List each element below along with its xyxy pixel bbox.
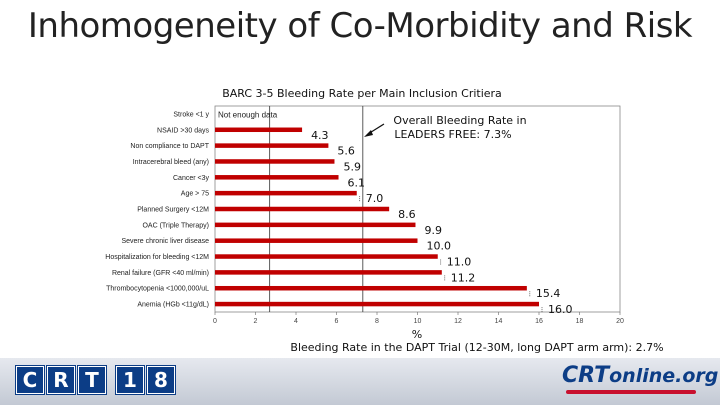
category-label: Stroke <1 y — [173, 111, 209, 118]
x-tick-label: 20 — [616, 318, 624, 325]
overall-bleeding-annotation-line2: LEADERS FREE: 7.3% — [394, 128, 511, 141]
bar — [215, 190, 357, 196]
x-tick-label: 16 — [535, 318, 543, 325]
x-tick-label: 12 — [454, 318, 462, 325]
bar — [215, 301, 539, 307]
crt-logo-digit-8: 8 — [147, 366, 175, 394]
x-tick-label: 8 — [375, 318, 379, 325]
value-label: 16.0 — [548, 303, 573, 316]
not-enough-data-label: Not enough data — [218, 110, 278, 119]
bar — [215, 127, 303, 133]
crt-logo-letter-c: C — [16, 366, 44, 394]
value-label: 5.6 — [337, 145, 355, 158]
value-label: 7.0 — [366, 192, 384, 205]
category-label: OAC (Triple Therapy) — [142, 222, 209, 229]
value-label: 10.0 — [427, 240, 452, 253]
value-label: 11.2 — [451, 271, 476, 284]
slide-title: Inhomogeneity of Co-Morbidity and Risk — [27, 6, 693, 46]
value-label: 11.0 — [447, 256, 472, 269]
bar — [215, 175, 339, 180]
x-tick-label: 18 — [576, 318, 584, 325]
chart-subtitle: BARC 3-5 Bleeding Rate per Main Inclusio… — [222, 87, 502, 100]
category-label: Planned Surgery <12M — [137, 207, 209, 214]
bar — [215, 254, 438, 259]
value-label: 5.9 — [343, 160, 361, 173]
bar — [215, 238, 418, 243]
x-tick-label: 6 — [335, 318, 339, 325]
plot-area: 0 2 4 6 8 10 12 14 16 18 20 Stroke <1 y NSAID >30 da… — [105, 105, 624, 325]
value-label: 9.9 — [424, 224, 442, 237]
x-tick-label: 0 — [213, 318, 217, 325]
dapt-trial-annotation: Bleeding Rate in the DAPT Trial (12-30M,… — [290, 341, 663, 354]
crtonline-logo: CRTonline.org — [562, 363, 718, 388]
value-label: 6.1 — [348, 176, 366, 189]
category-label: Intracerebral bleed (any) — [133, 159, 209, 166]
crt-logo-digit-1: 1 — [116, 366, 144, 394]
x-tick-label: 2 — [254, 318, 258, 325]
category-label: Non compliance to DAPT — [130, 143, 209, 150]
annotation-arrow-head — [364, 130, 373, 137]
overall-bleeding-annotation-line1: Overall Bleeding Rate in — [393, 114, 526, 127]
category-label: Cancer <3y — [173, 175, 209, 182]
crt18-logo: C R T 1 8 — [16, 366, 175, 394]
category-label: NSAID >30 days — [157, 127, 209, 134]
category-label: Anemia (HGb <11g/dL) — [137, 302, 209, 309]
bar — [215, 285, 527, 291]
x-axis-label: % — [412, 328, 422, 341]
category-label: Severe chronic liver disease — [121, 238, 209, 245]
bar-chart: BARC 3-5 Bleeding Rate per Main Inclusio… — [105, 87, 663, 354]
bar — [215, 159, 335, 164]
category-label: Hospitalization for bleeding <12M — [105, 254, 209, 261]
bar — [215, 206, 390, 212]
crt-logo-letter-r: R — [47, 366, 75, 394]
category-label: Thrombocytopenia <1000,000/uL — [106, 286, 209, 293]
bar — [215, 222, 416, 228]
category-label: Renal failure (GFR <40 ml/min) — [112, 270, 209, 277]
crt-logo-letter-t: T — [78, 366, 106, 394]
bar — [215, 143, 329, 148]
x-tick-label: 14 — [495, 318, 503, 325]
crtonline-swoosh — [566, 390, 696, 394]
value-label: 15.4 — [536, 287, 561, 300]
category-label: Age > 75 — [181, 191, 209, 198]
x-tick-label: 4 — [294, 318, 298, 325]
crtonline-logo-main: CRT — [562, 363, 610, 388]
value-label: 4.3 — [311, 129, 329, 142]
value-label: 8.6 — [398, 208, 416, 221]
x-tick-label: 10 — [414, 318, 422, 325]
crtonline-logo-suffix: online.org — [609, 365, 719, 387]
bar — [215, 270, 442, 275]
